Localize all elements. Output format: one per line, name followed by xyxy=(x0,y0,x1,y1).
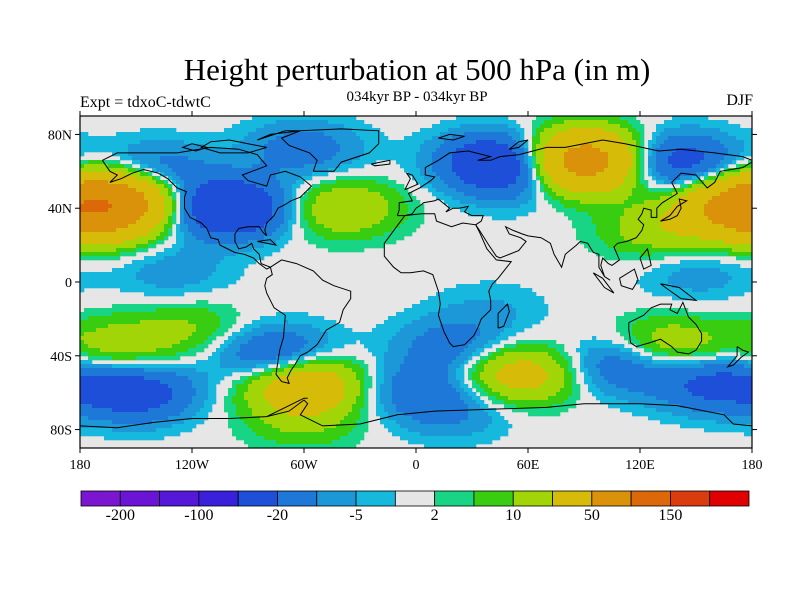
colorbar-swatch xyxy=(473,490,514,507)
lat-tick-label: 80N xyxy=(48,128,72,143)
lon-tick-label: 60W xyxy=(290,458,318,473)
colorbar-swatch xyxy=(552,490,593,507)
coastline-14 xyxy=(619,268,639,290)
coastline-9 xyxy=(404,172,419,191)
coastline-15 xyxy=(660,283,698,302)
lon-tick-label: 0 xyxy=(413,458,420,473)
colorbar-swatch xyxy=(198,490,239,507)
colorbar-swatch xyxy=(80,490,121,507)
colorbar-label: -5 xyxy=(349,507,363,524)
coastline-22 xyxy=(508,139,529,150)
colorbar-label: 150 xyxy=(658,507,683,524)
lat-tick-label: 80S xyxy=(50,424,72,439)
season-label: DJF xyxy=(726,92,753,109)
colorbar-swatch xyxy=(316,490,357,507)
colorbar-label: -100 xyxy=(184,507,214,524)
lon-tick-label: 180 xyxy=(742,458,763,473)
colorbar-swatch xyxy=(355,490,396,507)
colorbar-swatch xyxy=(237,490,278,507)
coastline-23 xyxy=(639,247,652,270)
lon-tick-label: 120W xyxy=(175,458,210,473)
colorbar-swatch xyxy=(670,490,711,507)
coastline-6 xyxy=(628,301,703,355)
axis-ticks: 80N 40N 0 40S 80S 180 120W 60W 0 60E 120E 180 xyxy=(48,111,763,473)
colorbar-swatch xyxy=(159,490,200,507)
colorbar-swatch xyxy=(512,490,553,507)
colorbar-swatch xyxy=(434,490,475,507)
coastline-12 xyxy=(497,303,510,329)
lon-tick-label: 60E xyxy=(517,458,540,473)
colorbar-swatch xyxy=(591,490,632,507)
colorbar-swatch xyxy=(709,490,750,507)
colorbar-label: 10 xyxy=(505,507,522,524)
coastline-1 xyxy=(264,259,352,385)
colorbar-label: -200 xyxy=(105,507,135,524)
lat-tick-label: 0 xyxy=(65,276,72,291)
coastline-2 xyxy=(280,128,380,172)
coastline-8 xyxy=(266,397,308,418)
colorbar-swatch xyxy=(630,490,671,507)
coastline-10 xyxy=(370,159,391,167)
experiment-label: Expt = tdxoC-tdwtC xyxy=(80,94,211,111)
coastline-16 xyxy=(726,346,750,368)
coastline-0 xyxy=(101,146,313,270)
lat-tick-label: 40S xyxy=(50,350,72,365)
lon-tick-label: 180 xyxy=(70,458,91,473)
coastline-18 xyxy=(200,139,267,154)
colorbar xyxy=(80,490,750,507)
chart-subtitle: 034kyr BP - 034kyr BP xyxy=(346,89,488,105)
colorbar-swatch xyxy=(277,490,318,507)
coastline-5 xyxy=(383,213,513,348)
chart-title: Height perturbation at 500 hPa (in m) xyxy=(183,52,651,87)
coastline-19 xyxy=(181,143,209,152)
colorbar-swatch xyxy=(119,490,160,507)
colorbar-label: -20 xyxy=(266,507,289,524)
colorbar-label: 2 xyxy=(430,507,439,524)
coastline-3 xyxy=(396,139,752,216)
coastline-7 xyxy=(80,399,752,429)
coastline-17 xyxy=(257,239,278,246)
height-field xyxy=(80,116,752,448)
coastline-4 xyxy=(397,161,752,281)
coastlines xyxy=(80,128,752,429)
lon-tick-label: 120E xyxy=(625,458,655,473)
colorbar-label: 50 xyxy=(583,507,600,524)
coastline-11 xyxy=(660,198,689,222)
coastline-13 xyxy=(592,272,615,294)
colorbar-swatch xyxy=(394,490,436,507)
lat-tick-label: 40N xyxy=(48,202,72,217)
coastline-20 xyxy=(257,130,301,141)
coastline-21 xyxy=(438,133,465,141)
